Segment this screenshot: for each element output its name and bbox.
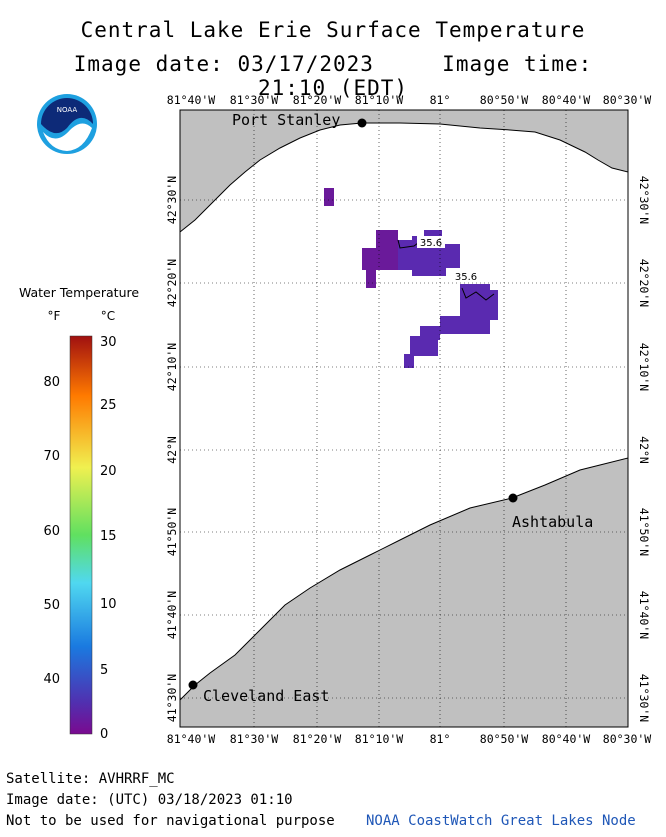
svg-text:42°20'N: 42°20'N — [165, 259, 179, 308]
city-marker-cleveland-east — [188, 680, 198, 690]
north-shore-land — [180, 110, 628, 233]
lat-labels-left: 42°30'N 42°20'N 42°10'N 42°N 41°50'N 41°… — [165, 176, 179, 723]
svg-text:42°30'N: 42°30'N — [637, 176, 651, 225]
satellite-info: Satellite: AVHRRF_MC — [6, 771, 175, 787]
svg-text:25: 25 — [100, 398, 117, 413]
svg-text:0: 0 — [100, 727, 108, 742]
svg-text:81°10'W: 81°10'W — [355, 93, 404, 107]
svg-text:81°20'W: 81°20'W — [293, 732, 342, 746]
map-panel: 35.6 35.6 — [179, 109, 629, 728]
svg-text:80: 80 — [43, 375, 60, 390]
svg-text:42°20'N: 42°20'N — [637, 259, 651, 308]
svg-text:81°20'W: 81°20'W — [293, 93, 342, 107]
svg-text:41°30'N: 41°30'N — [165, 674, 179, 723]
image-date: 03/17/2023 — [237, 52, 374, 76]
svg-text:81°10'W: 81°10'W — [355, 732, 404, 746]
legend-title: Water Temperature — [19, 285, 139, 300]
contour-label: 35.6 — [455, 272, 477, 283]
svg-text:60: 60 — [43, 524, 60, 539]
svg-text:80°50'W: 80°50'W — [480, 732, 529, 746]
date-line: Image date: 03/17/2023 Image time: 21:10… — [0, 52, 666, 100]
svg-text:80°40'W: 80°40'W — [542, 93, 591, 107]
image-time-label: Image time: — [442, 52, 593, 76]
disclaimer: Not to be used for navigational purpose — [6, 813, 335, 829]
svg-text:80°30'W: 80°30'W — [603, 93, 652, 107]
svg-text:81°30'W: 81°30'W — [230, 732, 279, 746]
image-time: 21:10 (EDT) — [257, 76, 409, 100]
svg-text:30: 30 — [100, 335, 117, 350]
city-marker-ashtabula — [508, 493, 518, 503]
city-label: Cleveland East — [203, 687, 329, 705]
svg-text:42°N: 42°N — [165, 436, 179, 464]
svg-text:15: 15 — [100, 529, 117, 544]
svg-text:70: 70 — [43, 449, 60, 464]
svg-text:80°40'W: 80°40'W — [542, 732, 591, 746]
city-label: Ashtabula — [512, 513, 593, 531]
lon-labels-bottom: 81°40'W 81°30'W 81°20'W 81°10'W 81° 80°5… — [167, 732, 652, 746]
legend-c-ticks: 30 25 20 15 10 5 0 — [100, 335, 117, 742]
svg-text:42°N: 42°N — [637, 436, 651, 464]
svg-text:81°: 81° — [430, 93, 451, 107]
svg-text:5: 5 — [100, 663, 108, 678]
temperature-legend: Water Temperature °F °C 80 70 60 50 40 3… — [19, 285, 139, 742]
svg-text:41°50'N: 41°50'N — [637, 508, 651, 557]
image-date-label: Image date: — [73, 52, 224, 76]
svg-text:10: 10 — [100, 597, 117, 612]
utc-date: Image date: (UTC) 03/18/2023 01:10 — [6, 792, 293, 808]
lon-labels-top: 81°40'W 81°30'W 81°20'W 81°10'W 81° 80°5… — [167, 93, 652, 107]
svg-text:40: 40 — [43, 672, 60, 687]
legend-unit-c: °C — [101, 309, 115, 323]
city-label: Port Stanley — [232, 111, 340, 129]
contour-line — [397, 239, 419, 249]
south-shore-land — [180, 457, 628, 727]
svg-text:42°30'N: 42°30'N — [165, 176, 179, 225]
svg-text:41°40'N: 41°40'N — [637, 591, 651, 640]
legend-color-bar — [69, 335, 93, 735]
logo-text: NOAA — [57, 106, 78, 114]
svg-text:50: 50 — [43, 598, 60, 613]
svg-text:41°50'N: 41°50'N — [165, 508, 179, 557]
svg-text:20: 20 — [100, 464, 117, 479]
svg-text:41°30'N: 41°30'N — [637, 674, 651, 723]
svg-text:80°50'W: 80°50'W — [480, 93, 529, 107]
svg-text:81°40'W: 81°40'W — [167, 732, 216, 746]
contour-label: 35.6 — [420, 238, 442, 249]
svg-text:42°10'N: 42°10'N — [165, 343, 179, 392]
svg-text:81°: 81° — [430, 732, 451, 746]
credit-link[interactable]: NOAA CoastWatch Great Lakes Node — [366, 813, 636, 829]
legend-f-ticks: 80 70 60 50 40 — [43, 375, 60, 687]
svg-text:80°30'W: 80°30'W — [603, 732, 652, 746]
city-marker-port-stanley — [357, 118, 367, 128]
svg-text:41°40'N: 41°40'N — [165, 591, 179, 640]
lat-labels-right: 42°30'N 42°20'N 42°10'N 42°N 41°50'N 41°… — [637, 176, 651, 723]
svg-text:42°10'N: 42°10'N — [637, 343, 651, 392]
legend-unit-f: °F — [48, 309, 61, 323]
svg-text:81°30'W: 81°30'W — [230, 93, 279, 107]
svg-text:81°40'W: 81°40'W — [167, 93, 216, 107]
map-frame — [179, 109, 629, 728]
contour-line — [461, 287, 495, 301]
graticule — [180, 110, 628, 727]
noaa-logo: NOAA — [37, 94, 97, 154]
map-title: Central Lake Erie Surface Temperature — [80, 18, 586, 42]
